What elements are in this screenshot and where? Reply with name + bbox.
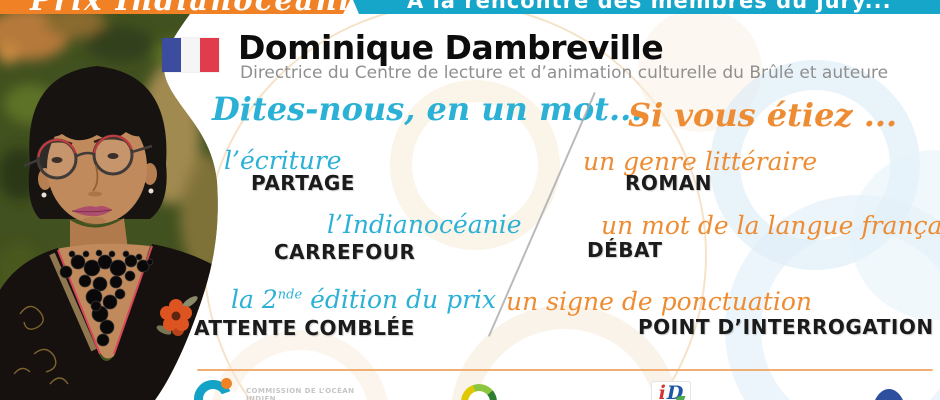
id-logo-green-accent <box>674 396 686 400</box>
flag-blue-band <box>162 38 181 72</box>
prompt-edition-base: la 2 <box>231 285 278 314</box>
coi-logo <box>194 378 240 400</box>
footer-divider <box>197 369 933 371</box>
person-title: Directrice du Centre de lecture et d’ani… <box>240 63 889 83</box>
prompt-indianoceanie: l’Indianocéanie <box>327 210 522 239</box>
series-title: À la rencontre des membres du jury... <box>407 0 892 13</box>
prompt-genre-litteraire: un genre littéraire <box>583 147 818 176</box>
flag-white-band <box>181 38 200 72</box>
blue-dome-logo <box>872 389 906 400</box>
prompt-ecriture: l’écriture <box>224 146 342 175</box>
answer-debat: DÉBAT <box>587 238 663 262</box>
prompt-mot-langue: un mot de la langue française <box>601 211 940 240</box>
header-bar-right: À la rencontre des membres du jury... <box>353 0 940 14</box>
id-logo-d: D <box>666 382 684 400</box>
answer-carrefour: CARREFOUR <box>274 240 416 264</box>
prize-title: Prix Indianocéanie <box>30 0 350 14</box>
coi-dot-icon <box>221 378 232 389</box>
ring-logo <box>461 384 497 400</box>
id-logo-i: i <box>658 382 666 400</box>
france-flag-icon <box>162 38 219 72</box>
coi-ring-icon <box>194 380 232 400</box>
prompt-edition-prix: la 2nde édition du prix <box>231 285 496 314</box>
right-column-heading: Si vous étiez ... <box>628 96 898 134</box>
left-column-heading: Dites-nous, en un mot... <box>212 90 643 128</box>
answer-point-interrogation: POINT D’INTERROGATION <box>638 315 934 339</box>
answer-attente-comblee: ATTENTE COMBLÉE <box>194 316 415 340</box>
id-logo: i D <box>651 381 691 400</box>
flag-red-band <box>200 38 219 72</box>
prompt-edition-rest: édition du prix <box>302 285 497 314</box>
person-name: Dominique Dambreville <box>238 28 664 67</box>
header-bar-left: Prix Indianocéanie <box>0 0 350 14</box>
portrait-photo <box>0 14 218 400</box>
answer-partage: PARTAGE <box>251 171 355 195</box>
prompt-edition-sup: nde <box>277 287 303 303</box>
prompt-ponctuation: un signe de ponctuation <box>506 287 812 316</box>
answer-roman: ROMAN <box>625 171 713 195</box>
coi-logo-text: COMMISSION DE L’OCÉAN INDIEN <box>246 387 355 400</box>
